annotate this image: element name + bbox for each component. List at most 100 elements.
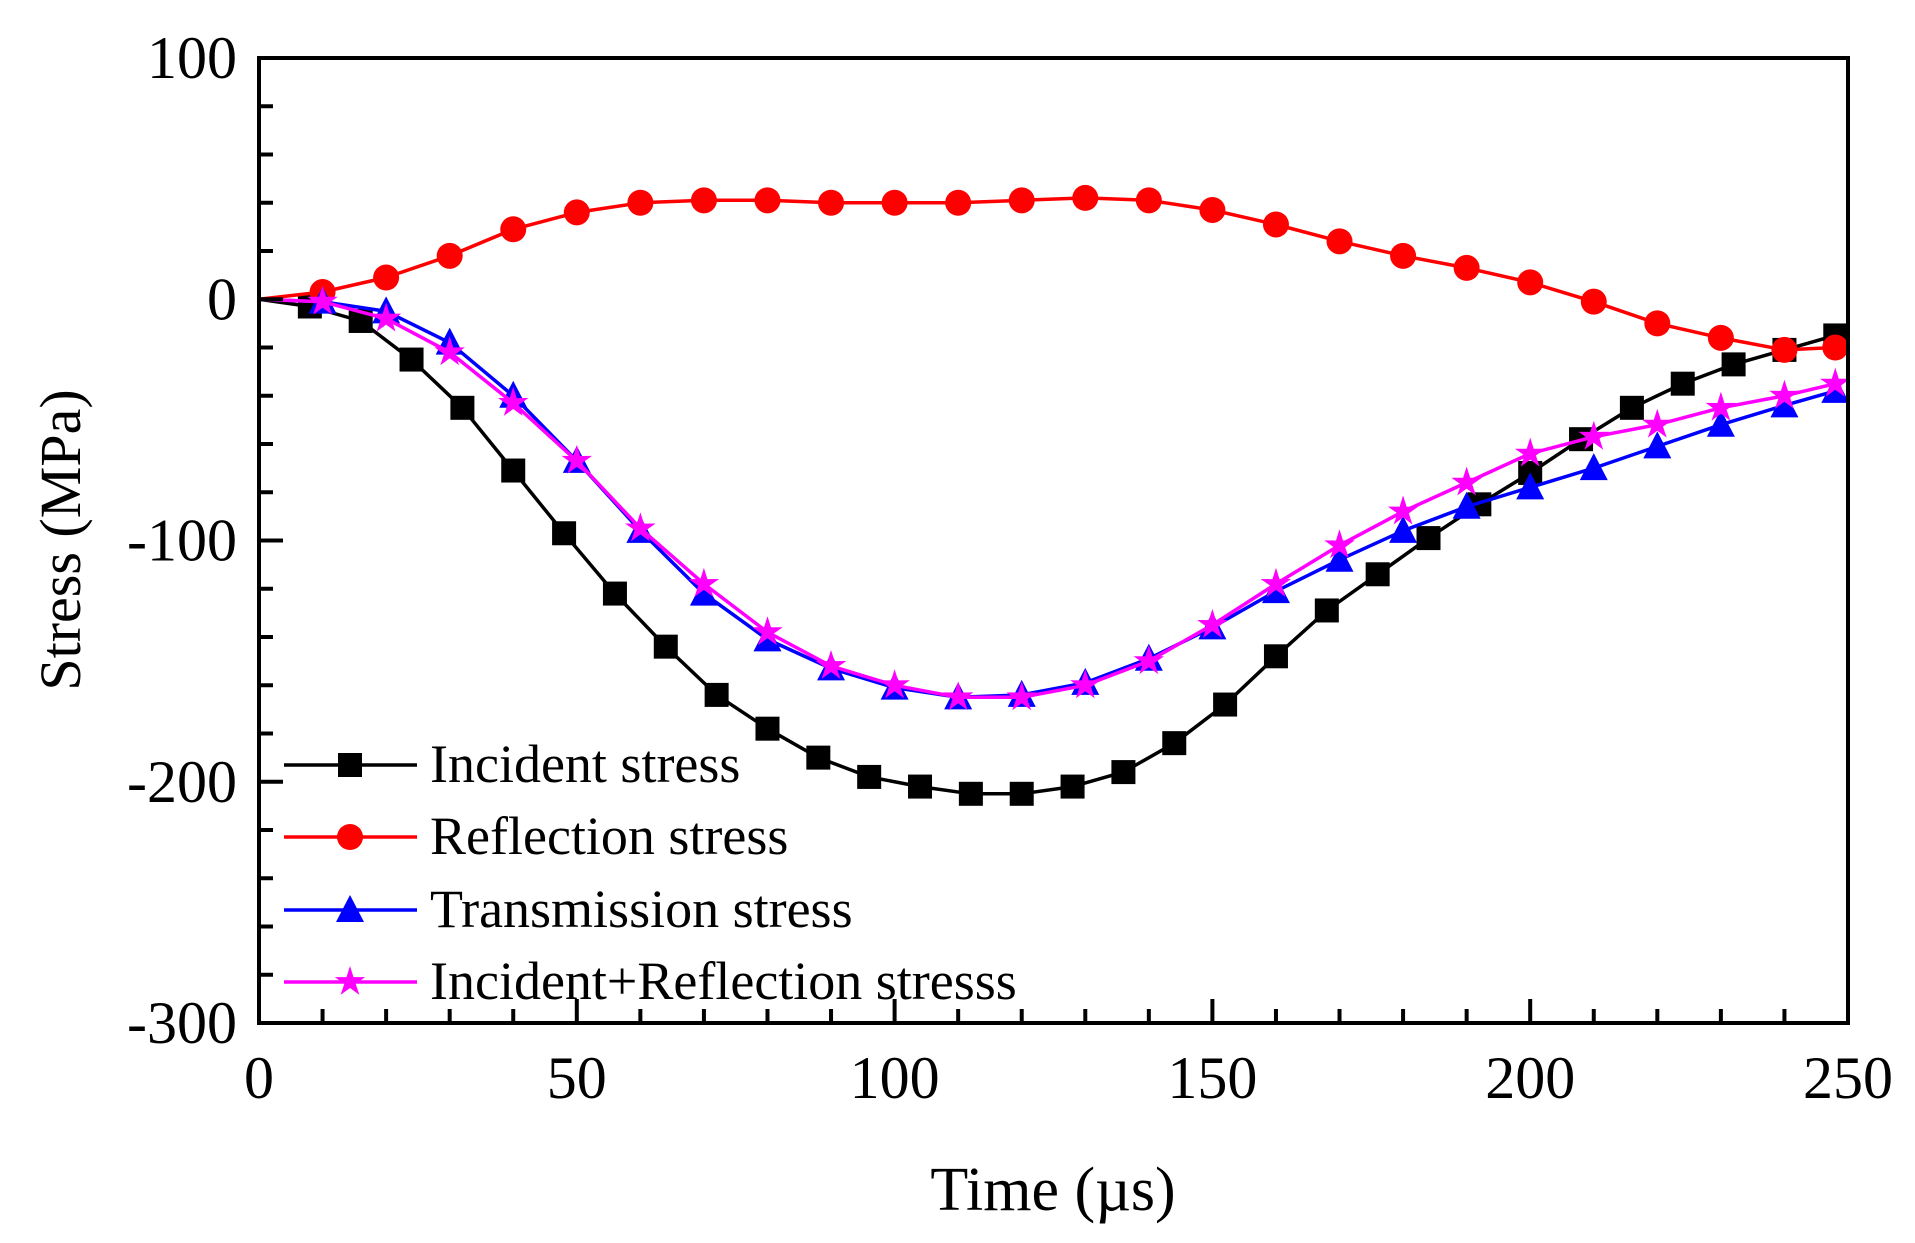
y-tick-label: 0 bbox=[207, 266, 237, 332]
data-point-star bbox=[1578, 420, 1609, 450]
x-tick-label: 150 bbox=[1167, 1045, 1257, 1111]
data-point-triangle bbox=[1325, 544, 1354, 572]
legend-label: Transmission stress bbox=[430, 879, 853, 939]
legend-label: Reflection stress bbox=[430, 806, 788, 866]
x-tick-label: 100 bbox=[850, 1045, 940, 1111]
data-point-circle bbox=[1326, 228, 1353, 255]
data-point-star bbox=[1070, 669, 1101, 699]
data-point-star bbox=[815, 650, 847, 679]
data-point-star bbox=[1769, 379, 1800, 409]
data-point-star bbox=[1006, 681, 1037, 711]
data-point-triangle bbox=[1516, 472, 1545, 500]
data-point-square bbox=[1009, 781, 1034, 806]
data-point-star bbox=[879, 669, 910, 699]
data-point-square bbox=[1060, 774, 1085, 799]
data-point-triangle bbox=[1579, 453, 1608, 481]
legend-marker-square bbox=[338, 753, 362, 777]
data-point-square bbox=[1162, 731, 1187, 756]
legend-item: Transmission stress bbox=[284, 879, 853, 939]
data-point-square bbox=[1365, 562, 1390, 587]
data-point-star bbox=[307, 285, 338, 315]
series-line bbox=[258, 297, 1836, 700]
data-point-circle bbox=[818, 189, 845, 216]
legend-label: Incident+Reflection stresss bbox=[430, 951, 1017, 1011]
series-line bbox=[258, 297, 1836, 700]
data-point-circle bbox=[754, 187, 781, 214]
data-point-circle bbox=[436, 242, 463, 269]
data-point-square bbox=[1416, 526, 1441, 551]
data-point-square bbox=[399, 347, 424, 372]
data-point-star bbox=[1260, 567, 1292, 597]
legend-marker-triangle bbox=[336, 895, 364, 922]
series-layer bbox=[258, 184, 1851, 806]
data-point-star bbox=[561, 444, 592, 474]
data-point-triangle bbox=[1706, 409, 1735, 437]
data-point-square bbox=[857, 764, 882, 789]
data-point-triangle bbox=[1643, 431, 1672, 459]
data-point-star bbox=[370, 302, 402, 332]
x-tick-label: 250 bbox=[1803, 1045, 1893, 1111]
data-point-square bbox=[908, 774, 933, 799]
data-point-star bbox=[1820, 367, 1851, 397]
legend: Incident stress Reflection stress Transmis… bbox=[284, 734, 1017, 1011]
data-point-circle bbox=[373, 264, 400, 291]
data-point-square bbox=[1619, 395, 1644, 420]
data-point-star bbox=[688, 567, 720, 597]
data-point-circle bbox=[500, 216, 527, 243]
x-axis-title: Time (µs) bbox=[930, 1156, 1175, 1224]
data-point-circle bbox=[563, 199, 590, 226]
data-point-star bbox=[1197, 608, 1228, 638]
data-point-square bbox=[1314, 598, 1339, 623]
legend-marker-star bbox=[334, 966, 366, 995]
data-point-circle bbox=[1262, 211, 1289, 238]
data-point-circle bbox=[1771, 336, 1798, 363]
y-tick-label: -200 bbox=[127, 749, 237, 815]
data-point-square bbox=[450, 395, 475, 420]
data-point-star bbox=[942, 681, 974, 711]
y-axis-title: Stress (MPa) bbox=[28, 389, 93, 690]
data-point-square bbox=[958, 781, 983, 806]
data-point-star bbox=[1133, 645, 1165, 675]
data-point-square bbox=[552, 521, 577, 546]
data-point-star bbox=[1451, 466, 1482, 496]
x-tick-label: 200 bbox=[1485, 1045, 1575, 1111]
data-point-star bbox=[498, 387, 529, 416]
legend-item: Incident stress bbox=[284, 734, 740, 794]
legend-marker-circle bbox=[337, 824, 363, 850]
series-line bbox=[258, 297, 1836, 796]
data-point-square bbox=[755, 716, 780, 741]
y-tick-label: 100 bbox=[147, 25, 237, 91]
ticks-layer: 0 50 100 150 200 250 100 0 -100 -200 -300 bbox=[127, 25, 1893, 1111]
data-point-square bbox=[653, 634, 678, 659]
data-point-star bbox=[434, 336, 465, 366]
data-point-star bbox=[1642, 408, 1673, 438]
data-point-circle bbox=[881, 189, 908, 216]
data-point-square bbox=[1213, 692, 1238, 717]
data-point-square bbox=[1111, 760, 1136, 785]
y-tick-label: -300 bbox=[127, 990, 237, 1056]
data-point-circle bbox=[1517, 269, 1544, 296]
data-point-square bbox=[602, 581, 627, 606]
data-point-circle bbox=[1390, 242, 1417, 269]
data-point-star bbox=[752, 616, 783, 646]
data-point-circle bbox=[1644, 310, 1671, 337]
data-point-circle bbox=[1453, 254, 1480, 281]
data-point-circle bbox=[1135, 187, 1162, 214]
data-point-circle bbox=[1199, 196, 1226, 223]
data-point-star bbox=[1387, 495, 1419, 525]
data-point-star bbox=[625, 512, 656, 542]
data-point-triangle bbox=[1452, 491, 1481, 519]
data-point-square bbox=[806, 745, 831, 770]
data-point-circle bbox=[1008, 187, 1035, 214]
legend-item: Incident+Reflection stresss bbox=[284, 951, 1017, 1011]
legend-label: Incident stress bbox=[430, 734, 740, 794]
data-point-circle bbox=[1580, 288, 1607, 315]
data-point-circle bbox=[1072, 184, 1099, 211]
series-star bbox=[258, 285, 1851, 711]
data-point-square bbox=[501, 458, 526, 483]
series-triangle bbox=[258, 286, 1850, 710]
data-point-square bbox=[704, 682, 729, 707]
series-line bbox=[258, 196, 1836, 352]
data-point-square bbox=[1263, 644, 1288, 669]
